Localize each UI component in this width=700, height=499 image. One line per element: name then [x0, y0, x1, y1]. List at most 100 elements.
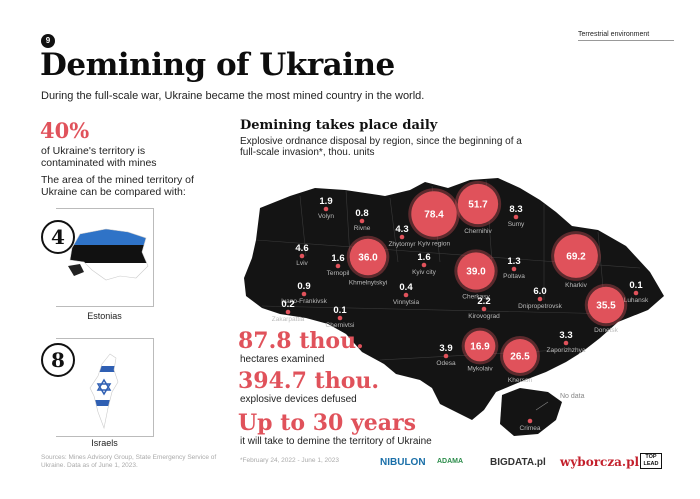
region-dot: [633, 290, 639, 296]
region-value: 4.3: [395, 224, 408, 235]
region-marker-lviv: 4.6 Lviv: [295, 243, 308, 267]
region-name: Kharkiv: [565, 282, 587, 289]
region-marker-zhytomyr: 4.3 Zhytomyr: [388, 224, 416, 248]
region-value: 6.0: [533, 286, 546, 297]
region-dot: [301, 291, 307, 297]
region-value: 26.5: [510, 352, 530, 363]
mined-percent-description: of Ukraine's territory is contaminated w…: [41, 145, 157, 169]
map-title: Demining takes place daily: [240, 118, 438, 133]
region-dot: [285, 309, 291, 315]
region-bubble: [464, 330, 496, 362]
region-name: Ivano-Frankivsk: [281, 298, 328, 305]
map-description: Explosive ordnance disposal by region, s…: [240, 136, 522, 158]
region-value: 0.9: [297, 281, 310, 292]
estonia-flag-map-icon: [68, 228, 149, 281]
region-marker-cherkasy: 39.0 Cherkasy: [454, 249, 498, 301]
region-bubble: [457, 252, 495, 290]
region-name: Dnipropetrovsk: [518, 303, 562, 310]
mined-percent: 40%: [40, 118, 90, 143]
region-marker-vinnytsia: 0.4 Vinnytsia: [393, 282, 420, 306]
region-name: Zhytomyr: [388, 241, 416, 248]
region-marker-dnipropetrovsk: 6.0 Dnipropetrovsk: [518, 286, 562, 310]
region-value: 2.2: [477, 296, 490, 307]
region-name: Chernivtsi: [326, 322, 355, 329]
region-value: 0.8: [355, 208, 368, 219]
region-marker-ternopil: 1.6 Ternopil: [327, 253, 350, 277]
region-value: 0.2: [281, 299, 294, 310]
region-name: Mykolaiv: [467, 365, 493, 372]
region-value: 3.9: [439, 343, 452, 354]
region-name: Rivne: [354, 225, 371, 232]
estonia-count: 4: [41, 220, 75, 254]
stat-devices-value: 394.7 thou.: [238, 368, 380, 394]
region-marker-odesa: 3.9 Odesa: [436, 343, 456, 367]
region-name: Sumy: [508, 221, 525, 228]
region-marker-mykolaiv: 16.9 Mykolaiv: [461, 327, 499, 372]
region-value: 1.6: [331, 253, 344, 264]
region-marker-kyiv-city: 1.6 Kyiv city: [412, 252, 437, 276]
region-name: Khmelnytskyi: [349, 279, 387, 286]
region-bubble: [411, 191, 457, 237]
section-tag: Terrestrial environment: [578, 31, 674, 41]
region-dot: [563, 340, 569, 346]
region-value: 16.9: [470, 342, 490, 353]
estonia-comparison-box: [56, 208, 154, 307]
region-name: Kherson: [508, 377, 533, 384]
region-value: 3.3: [559, 330, 572, 341]
footer-date-note: *February 24, 2022 - June 1, 2023: [240, 457, 340, 464]
bigdata-logo: BIGDATA.pl: [490, 457, 546, 468]
region-name: Vinnytsia: [393, 299, 420, 306]
region-bubble: [503, 339, 537, 373]
stat-years-value: Up to 30 years: [238, 410, 417, 436]
region-name: Volyn: [318, 213, 334, 220]
crimea-silhouette: [500, 388, 562, 436]
region-marker-zaporizhzhya: 3.3 Zaporizhzhya: [546, 330, 585, 354]
region-dot: [481, 306, 487, 312]
stat-devices-label: explosive devices defused: [240, 394, 357, 405]
region-marker-khmelnytskyi: 36.0 Khmelnytskyi: [346, 235, 390, 286]
region-marker-ivano-frankivsk: 0.9 Ivano-Frankivsk: [281, 281, 328, 305]
region-value: 1.3: [507, 256, 520, 267]
page-title: Demining of Ukraine: [40, 47, 395, 83]
region-name: Lviv: [296, 260, 308, 267]
region-dot: [421, 262, 427, 268]
region-name: Zaporizhzhya: [546, 347, 585, 354]
region-value: 36.0: [358, 253, 378, 264]
region-dot: [527, 418, 533, 424]
region-marker-kyiv-region: 78.4 Kyiv region: [408, 188, 460, 248]
toplead-logo: TOP LEAD: [640, 453, 662, 469]
adama-logo: ADAMA: [437, 458, 464, 465]
region-dot: [359, 218, 365, 224]
region-marker-kharkiv: 69.2 Kharkiv: [551, 231, 601, 289]
region-name: Chernihiv: [464, 228, 492, 235]
estonia-label: Estonias: [87, 311, 122, 321]
region-marker-volyn: 1.9 Volyn: [318, 196, 334, 220]
region-value: 69.2: [566, 252, 586, 263]
wyborcza-logo: wyborcza.pl: [560, 455, 640, 469]
israel-label: Israels: [91, 438, 118, 448]
region-marker-kherson: 26.5 Kherson: [500, 336, 540, 384]
region-name: Odesa: [436, 360, 456, 367]
region-dot: [323, 206, 329, 212]
region-value: 39.0: [466, 267, 486, 278]
israel-comparison-box: [56, 338, 154, 437]
region-name: Ternopil: [327, 270, 350, 277]
region-marker-rivne: 0.8 Rivne: [354, 208, 371, 232]
stat-hectares-value: 87.8 thou.: [238, 328, 364, 354]
no-data-label: No data: [560, 393, 585, 400]
region-value: 8.3: [509, 204, 522, 215]
region-dot: [403, 292, 409, 298]
region-name: Zakarpattia: [272, 316, 305, 323]
page-number: 9: [41, 34, 55, 48]
region-value: 51.7: [468, 200, 488, 211]
region-name: Crimea: [520, 425, 541, 432]
region-dot: [443, 353, 449, 359]
region-name: Luhansk: [624, 297, 649, 304]
region-value: 1.9: [319, 196, 332, 207]
region-name: Cherkasy: [462, 294, 490, 301]
region-bubble: [457, 183, 499, 225]
region-marker-zakarpattia: 0.2 Zakarpattia: [272, 299, 305, 323]
region-marker-luhansk: 0.1 Luhansk: [624, 280, 649, 304]
region-name: Kyiv city: [412, 269, 437, 276]
page-subtitle: During the full-scale war, Ukraine becam…: [41, 90, 425, 102]
